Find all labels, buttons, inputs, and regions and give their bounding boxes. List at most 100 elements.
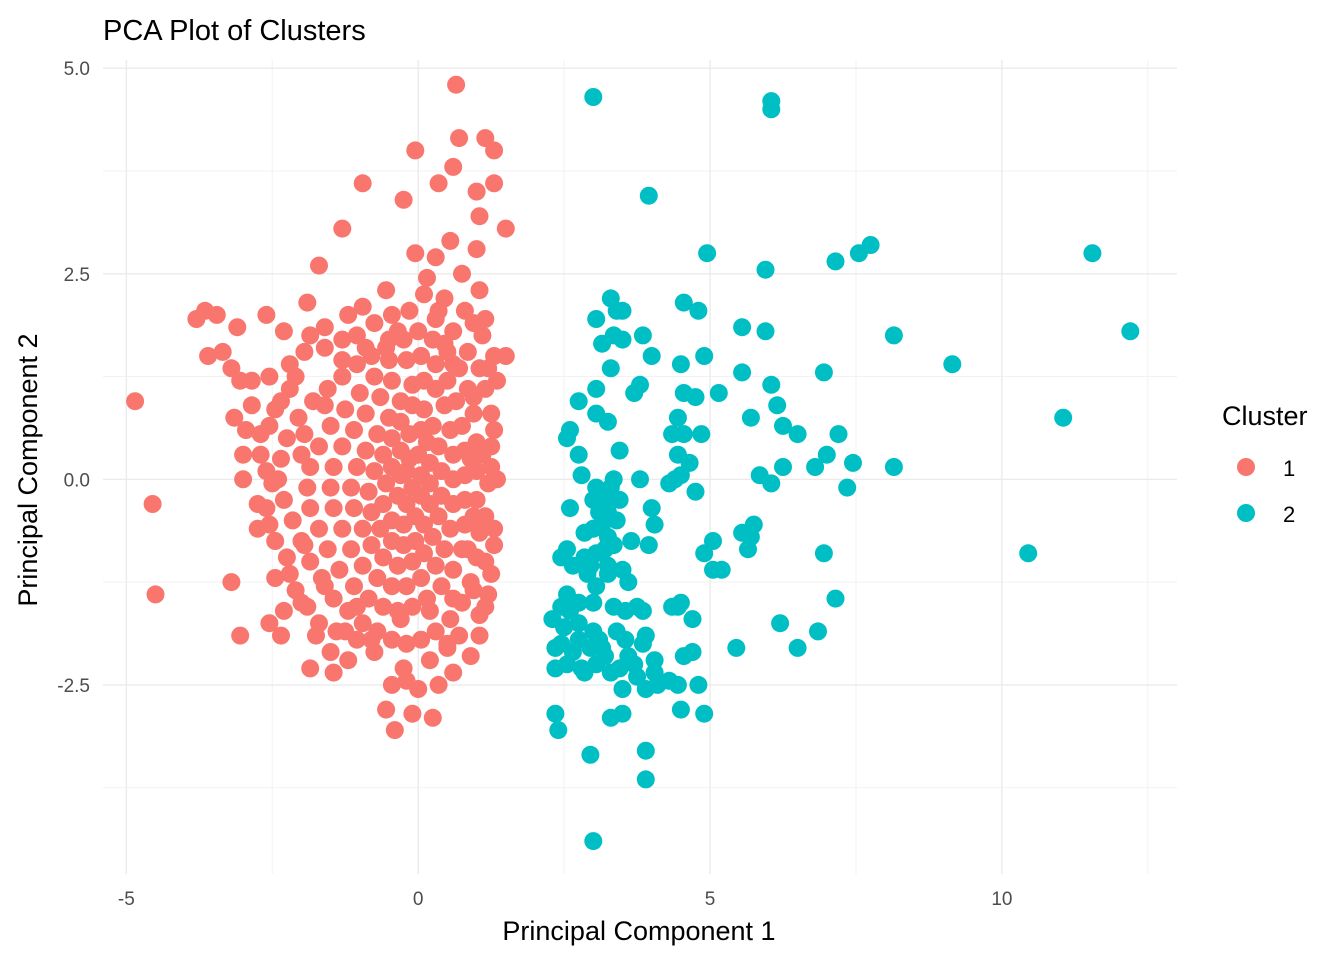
data-point-cluster-1 [339, 651, 358, 670]
data-point-cluster-2 [762, 474, 781, 493]
x-axis-label: Principal Component 1 [502, 916, 775, 946]
data-point-cluster-2 [674, 647, 693, 666]
data-point-cluster-1 [333, 351, 352, 370]
data-point-cluster-1 [248, 519, 267, 538]
data-point-cluster-2 [613, 301, 632, 320]
x-axis-tick-labels: -5 0 5 10 [118, 889, 1013, 910]
data-point-cluster-2 [558, 429, 576, 448]
data-point-cluster-1 [277, 548, 296, 567]
data-point-cluster-1 [374, 597, 393, 616]
data-point-cluster-1 [441, 421, 460, 439]
data-point-cluster-1 [374, 495, 393, 513]
data-point-cluster-1 [345, 421, 363, 439]
data-point-cluster-1 [274, 322, 293, 341]
data-point-cluster-2 [633, 601, 652, 620]
data-point-cluster-1 [412, 347, 431, 365]
data-point-cluster-2 [575, 663, 594, 682]
data-point-cluster-1 [353, 297, 372, 316]
data-point-cluster-1 [406, 244, 425, 263]
data-point-cluster-1 [289, 408, 308, 427]
data-point-cluster-1 [394, 330, 413, 349]
data-point-cluster-2 [771, 614, 790, 633]
data-point-cluster-1 [307, 626, 325, 645]
data-point-cluster-1 [397, 351, 416, 370]
data-point-cluster-2 [660, 671, 679, 690]
y-tick-label: 2.5 [64, 265, 90, 286]
y-axis-tick-labels: -2.5 0.0 2.5 5.0 [57, 59, 90, 697]
data-point-cluster-1 [426, 248, 445, 267]
data-point-cluster-1 [496, 219, 515, 238]
data-point-cluster-2 [943, 355, 962, 374]
data-point-cluster-1 [353, 614, 372, 633]
data-point-cluster-2 [610, 441, 629, 460]
data-point-cluster-1 [280, 564, 299, 583]
data-point-cluster-1 [274, 601, 293, 620]
data-point-cluster-1 [315, 338, 334, 357]
data-point-cluster-1 [403, 396, 422, 415]
data-point-cluster-1 [467, 240, 486, 259]
data-point-cluster-1 [295, 536, 314, 555]
data-point-cluster-1 [464, 507, 483, 526]
data-point-cluster-1 [423, 708, 442, 727]
data-point-cluster-2 [598, 412, 617, 431]
data-point-cluster-2 [774, 416, 792, 435]
data-point-cluster-2 [546, 638, 565, 657]
data-point-cluster-1 [397, 462, 416, 481]
data-point-cluster-1 [324, 663, 343, 682]
data-point-cluster-1 [447, 75, 466, 94]
data-point-cluster-1 [260, 614, 279, 633]
data-point-cluster-1 [435, 289, 454, 308]
data-point-cluster-1 [441, 610, 460, 629]
data-point-cluster-2 [636, 680, 655, 698]
data-point-cluster-2 [666, 470, 684, 489]
data-point-cluster-1 [385, 721, 404, 740]
data-point-cluster-1 [242, 371, 261, 390]
data-point-cluster-2 [587, 310, 606, 328]
data-point-cluster-2 [712, 560, 731, 579]
data-point-cluster-2 [668, 597, 687, 616]
data-point-cluster-1 [365, 367, 384, 386]
data-point-cluster-1 [321, 416, 340, 435]
data-point-cluster-2 [610, 490, 629, 509]
data-point-cluster-2 [741, 527, 760, 546]
data-point-cluster-1 [353, 556, 372, 575]
data-point-cluster-2 [826, 252, 845, 271]
data-point-cluster-1 [464, 404, 483, 423]
data-point-cluster-1 [298, 478, 317, 497]
data-point-cluster-1 [388, 556, 407, 575]
data-point-cluster-1 [347, 355, 366, 374]
data-point-cluster-2 [774, 458, 792, 476]
data-point-cluster-1 [479, 359, 498, 378]
data-point-cluster-2 [572, 466, 591, 485]
data-point-cluster-2 [645, 515, 664, 534]
data-point-cluster-2 [593, 638, 612, 657]
data-point-cluster-1 [187, 310, 206, 328]
data-point-cluster-2 [613, 680, 632, 698]
data-point-cluster-1 [485, 536, 504, 555]
data-point-cluster-1 [274, 490, 293, 509]
data-point-cluster-1 [368, 425, 387, 444]
data-point-cluster-1 [458, 342, 477, 361]
data-point-cluster-1 [321, 478, 340, 497]
data-point-cluster-1 [339, 305, 358, 324]
data-point-cluster-1 [126, 392, 145, 411]
data-point-cluster-1 [315, 577, 334, 596]
data-point-cluster-1 [213, 342, 232, 361]
data-point-cluster-1 [345, 499, 363, 518]
data-point-cluster-1 [143, 495, 162, 513]
data-point-cluster-1 [426, 622, 445, 641]
data-point-cluster-1 [310, 519, 328, 538]
data-point-cluster-1 [333, 219, 352, 238]
data-point-cluster-1 [356, 404, 375, 423]
y-tick-label: 5.0 [64, 59, 90, 80]
data-point-cluster-2 [671, 700, 690, 719]
data-point-cluster-2 [639, 536, 658, 555]
data-point-cluster-1 [400, 301, 419, 320]
data-point-cluster-2 [625, 655, 644, 674]
data-point-cluster-1 [333, 519, 352, 538]
data-point-cluster-2 [698, 244, 717, 263]
data-point-cluster-2 [581, 745, 600, 764]
data-point-cluster-1 [382, 577, 401, 596]
legend-label-1: 1 [1283, 456, 1295, 481]
